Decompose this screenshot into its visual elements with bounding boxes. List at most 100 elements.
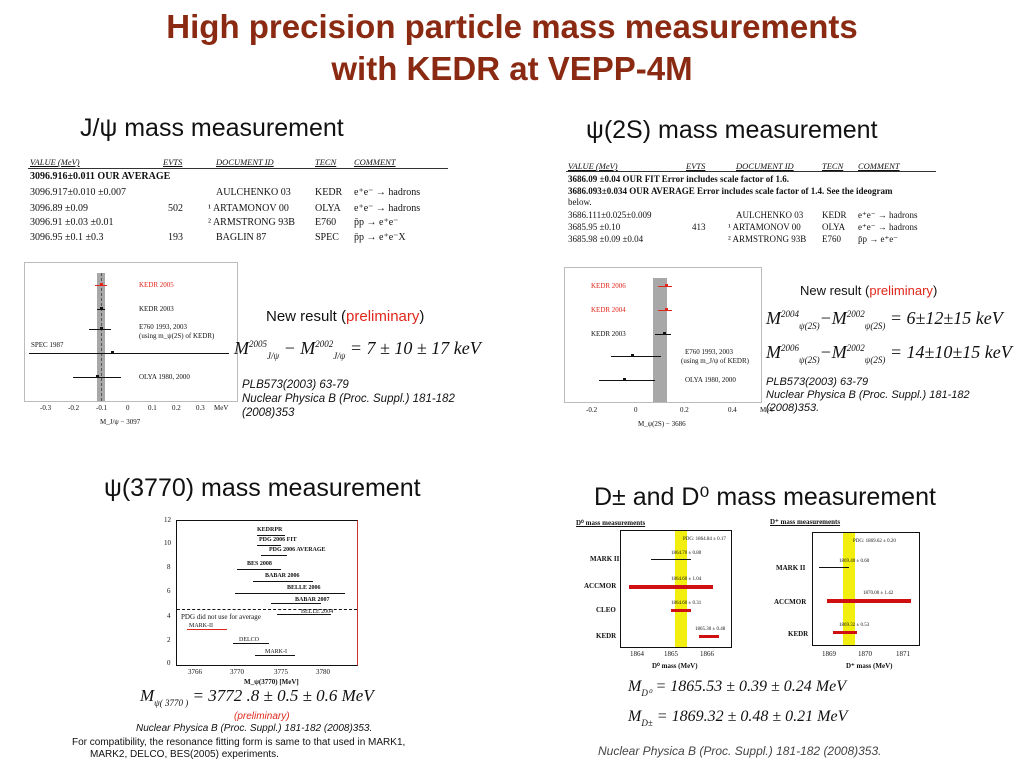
col-comment: COMMENT <box>354 157 396 167</box>
cell: p̄p → e⁺e⁻X <box>354 232 406 243</box>
d0-panel-title: D⁰ mass measurements <box>576 519 646 527</box>
psi3770-plot: KEDRPR PDG 2006 FIT PDG 2006 AVERAGE BES… <box>176 520 358 666</box>
plot-label: PDG 2006 FIT <box>259 537 297 543</box>
tick: 0.4 <box>728 406 737 414</box>
psi2s-equation-1: M2004ψ(2S)−M2002ψ(2S) = 6±12±15 keV <box>766 308 1003 331</box>
d0-row-label: KEDR <box>596 632 617 640</box>
plot-label: KEDR 2003 <box>591 330 626 338</box>
plot-label: SPEC 1987 <box>31 341 64 349</box>
col-value: VALUE (MeV) <box>568 161 618 171</box>
cell: 3096.917±0.010 ±0.007 <box>30 187 126 198</box>
plot-label: DELCO <box>239 637 259 643</box>
cell: 193 <box>168 232 183 243</box>
psi3770-ref: Nuclear Physica B (Proc. Suppl.) 181-182… <box>136 723 373 734</box>
value-label: 1870.00 ± 1.42 <box>863 591 894 596</box>
col-tecn: TECN <box>315 157 337 167</box>
plot-label: BABAR 2006 <box>265 573 300 579</box>
dmeson-ref: Nuclear Physica B (Proc. Suppl.) 181-182… <box>598 744 882 758</box>
cell: p̄p → e⁺e⁻ <box>858 234 898 244</box>
plot-label: (using m_ψ(2S) of KEDR) <box>139 332 215 340</box>
psi2s-refs: PLB573(2003) 63-79 Nuclear Physica B (Pro… <box>766 376 970 414</box>
d0-row-label: CLEO <box>596 606 616 614</box>
plot-label: MARK-II <box>189 623 213 629</box>
dplus-panel-title: D⁺ mass measurements <box>770 518 841 526</box>
d0-xlabel: D⁰ mass (MeV) <box>652 662 698 670</box>
col-doc: DOCUMENT ID <box>216 157 274 167</box>
page-title: High precision particle mass measurement… <box>0 6 1024 90</box>
col-evts: EVTS <box>163 157 183 167</box>
title-line-1: High precision particle mass measurement… <box>166 8 858 45</box>
cell: SPEC <box>315 232 339 243</box>
dplus-row-label: KEDR <box>788 630 809 638</box>
value-label: 1865.30 ± 0.48 <box>695 627 726 632</box>
cell: 3096.89 ±0.09 <box>30 203 88 214</box>
tick: -0.3 <box>40 404 52 412</box>
cell: ² ARMSTRONG 93B <box>728 234 807 244</box>
d0-row-label: MARK II <box>590 555 620 563</box>
plot-label: KEDR 2003 <box>139 305 174 313</box>
plot-label: E760 1993, 2003 <box>139 323 188 331</box>
cell: e⁺e⁻ → hadrons <box>354 187 421 198</box>
plot-label: KEDR 2004 <box>591 306 626 314</box>
jpsi-plot: KEDR 2005 KEDR 2003 E760 1993, 2003 (usi… <box>24 262 238 402</box>
cell: KEDR <box>315 187 343 198</box>
plot-label: BELLE 2006 <box>287 585 321 591</box>
jpsi-refs: PLB573(2003) 63-79 Nuclear Physica B (Pro… <box>242 379 455 419</box>
unit: MeV <box>214 404 229 412</box>
cell: ¹ ARTAMONOV 00 <box>208 203 289 214</box>
tick: -0.2 <box>586 406 598 414</box>
table-row: 3686.09 ±0.04 OUR FIT Error includes sca… <box>568 174 790 184</box>
col-doc: DOCUMENT ID <box>736 161 794 171</box>
jpsi-new-result: New result (preliminary) <box>266 308 425 325</box>
d0-row-label: ACCMOR <box>584 582 617 590</box>
psi3770-equation: Mψ( 3770 ) = 3772 .8 ± 0.5 ± 0.6 MeV <box>140 686 374 708</box>
jpsi-table: VALUE (MeV) EVTS DOCUMENT ID TECN COMMEN… <box>28 156 458 246</box>
dplus-row-label: MARK II <box>776 564 806 572</box>
cell: 502 <box>168 203 183 214</box>
psi2s-average-band <box>653 278 667 402</box>
cell: BAGLIN 87 <box>216 232 267 243</box>
cell: OLYA <box>315 203 341 214</box>
plot-label: OLYA 1980, 2000 <box>685 376 736 384</box>
psi2s-new-result: New result (preliminary) <box>800 283 938 298</box>
tick: 0.1 <box>148 404 157 412</box>
dplus-plot: PDG: 1869.62 ± 0.20 1869.40 ± 0.60 1870.… <box>812 532 920 646</box>
cell: 3686.111±0.025±0.009 <box>568 210 652 220</box>
psi2s-plot: KEDR 2006 KEDR 2004 KEDR 2003 E760 1993,… <box>564 267 762 403</box>
dplus-row-label: ACCMOR <box>774 598 807 606</box>
plot-label: PDG did not use for average <box>181 613 261 621</box>
jpsi-xlabel: M_J/ψ − 3097 <box>100 418 141 426</box>
cell: 3685.95 ±0.10 <box>568 222 621 232</box>
table-row: 3096.916±0.011 OUR AVERAGE <box>30 171 171 182</box>
cell: AULCHENKO 03 <box>216 187 291 198</box>
psi2s-table: VALUE (MeV) EVTS DOCUMENT ID TECN COMMEN… <box>566 160 996 250</box>
plot-label: MARK-I <box>265 649 287 655</box>
dplus-equation: MD± = 1869.32 ± 0.48 ± 0.21 MeV <box>628 708 848 728</box>
col-evts: EVTS <box>686 161 706 171</box>
psi2s-heading: ψ(2S) mass measurement <box>586 116 878 144</box>
value-label: 1869.40 ± 0.60 <box>839 559 870 564</box>
table-row: below. <box>568 197 592 207</box>
value-label: 1864.60 ± 0.31 <box>671 601 702 606</box>
cell: e⁺e⁻ → hadrons <box>858 222 918 232</box>
value-label: 1864.60 ± 1.04 <box>671 577 702 582</box>
cell: e⁺e⁻ → hadrons <box>354 203 421 214</box>
dplus-pdg-band <box>843 533 855 645</box>
plot-label: KEDR 2006 <box>591 282 626 290</box>
cell: ¹ ARTAMONOV 00 <box>728 222 801 232</box>
jpsi-equation: M2005J/ψ − M2002J/ψ = 7 ± 10 ± 17 keV <box>234 338 481 361</box>
plot-label: PDG 2006 AVERAGE <box>269 547 326 553</box>
tick: 0.3 <box>196 404 205 412</box>
cell: ² ARMSTRONG 93B <box>208 217 295 228</box>
psi3770-xlabel: M_ψ(3770) [MeV] <box>244 678 299 686</box>
value-label: 1869.32 ± 0.53 <box>839 623 870 628</box>
title-line-2: with KEDR at VEPP-4M <box>331 50 693 87</box>
table-row: 3686.093±0.034 OUR AVERAGE Error include… <box>568 186 893 196</box>
d0-pdg-band <box>675 531 687 647</box>
psi3770-note-1: For compatibility, the resonance fitting… <box>72 737 406 748</box>
d0-equation: MD⁰ = 1865.53 ± 0.39 ± 0.24 MeV <box>628 678 846 698</box>
tick: 0 <box>634 406 638 414</box>
plot-label: BES 2008 <box>247 561 272 567</box>
value-label: PDG: 1869.62 ± 0.20 <box>853 539 896 544</box>
plot-label: BABAR 2007 <box>295 597 330 603</box>
